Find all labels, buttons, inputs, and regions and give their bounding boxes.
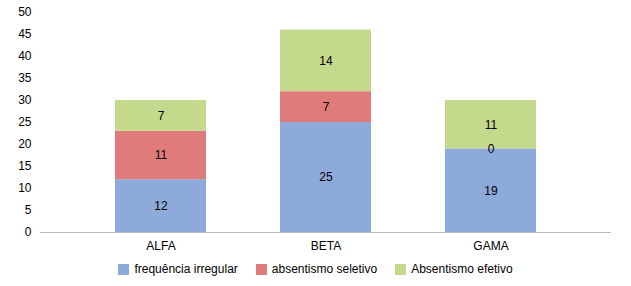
svg-text:12: 12 [154, 199, 168, 213]
svg-text:0: 0 [488, 142, 495, 156]
svg-text:7: 7 [323, 100, 330, 114]
svg-text:GAMA: GAMA [473, 239, 508, 253]
svg-text:19: 19 [484, 184, 498, 198]
svg-text:7: 7 [158, 109, 165, 123]
svg-text:11: 11 [485, 118, 498, 132]
svg-text:11: 11 [155, 148, 168, 162]
svg-text:ALFA: ALFA [146, 239, 175, 253]
svg-text:14: 14 [319, 54, 333, 68]
svg-text:15: 15 [18, 159, 32, 173]
svg-text:35: 35 [18, 71, 32, 85]
html-text:frequência irregular: frequência irregular [134, 262, 238, 276]
svg-text:25: 25 [319, 170, 333, 184]
svg-text:20: 20 [18, 137, 32, 151]
html-text:absentismo seletivo: absentismo seletivo [271, 262, 378, 276]
svg-text:10: 10 [18, 181, 32, 195]
svg-text:5: 5 [25, 203, 32, 217]
html-text:Absentismo efetivo: Absentismo efetivo [411, 262, 513, 276]
svg-text:40: 40 [18, 49, 32, 63]
svg-text:45: 45 [18, 27, 32, 41]
svg-text:25: 25 [18, 115, 32, 129]
svg-text:30: 30 [18, 93, 32, 107]
svg-text:50: 50 [18, 5, 32, 19]
svg-text:BETA: BETA [311, 239, 341, 253]
svg-text:0: 0 [25, 225, 32, 239]
